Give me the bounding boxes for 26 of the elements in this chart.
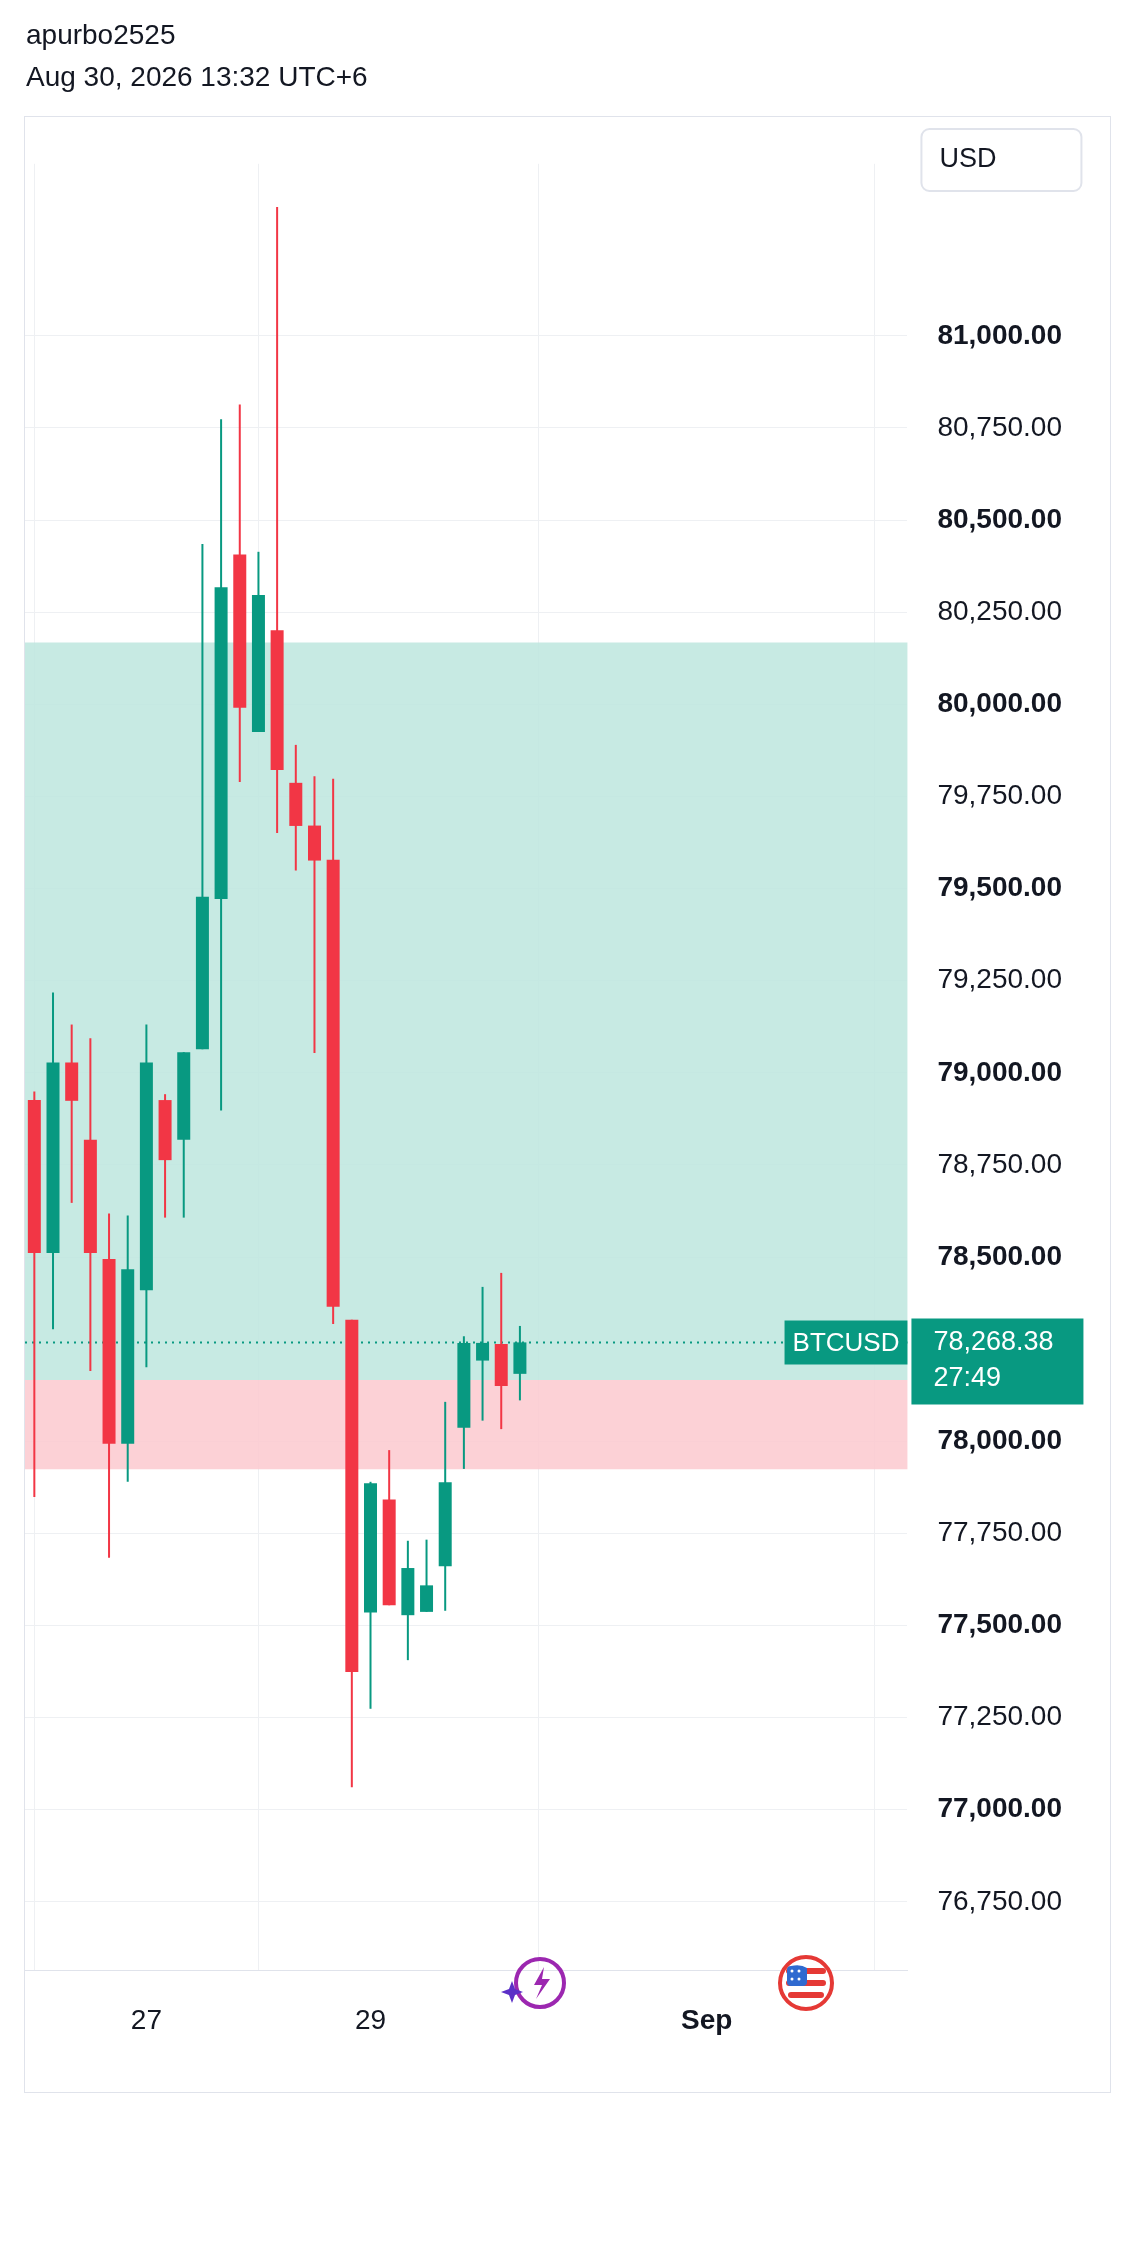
y-axis-title: USD: [939, 143, 997, 174]
x-tick-label: 27: [130, 2003, 162, 2035]
y-tick-label: 77,750.00: [937, 1516, 1063, 1548]
y-tick-label: 81,000.00: [937, 318, 1063, 350]
y-tick-label: 78,000.00: [937, 1424, 1063, 1455]
y-tick-label: 77,000.00: [937, 1792, 1063, 1824]
y-tick-label: 79,000.00: [937, 1055, 1063, 1087]
x-tick-label: 29: [354, 2003, 387, 2035]
y-tick-label: 77,250.00: [937, 1700, 1063, 1732]
y-tick-label: 80,250.00: [937, 594, 1063, 626]
text: 27:49: [933, 1361, 1002, 1392]
y-tick-label: 80,000.00: [937, 687, 1063, 719]
y-tick-label: 78,750.00: [937, 1147, 1063, 1179]
y-tick-label: 80,750.00: [937, 410, 1063, 442]
text: Aug 30, 2026 13:32 UTC+6: [26, 60, 369, 94]
y-tick-label: 80,500.00: [937, 502, 1063, 534]
y-tick-label: 79,250.00: [937, 963, 1063, 995]
y-tick-label: 79,750.00: [937, 779, 1063, 811]
x-tick-label: Sep: [680, 2003, 733, 2035]
ref-line-label: BTCUSD: [792, 1326, 900, 1357]
text: 78,268.38: [933, 1325, 1054, 1356]
y-tick-label: 78,500.00: [937, 1239, 1063, 1271]
y-tick-label: 79,500.00: [937, 871, 1063, 903]
y-tick-label: 76,750.00: [937, 1884, 1063, 1916]
y-tick-label: 77,500.00: [937, 1608, 1063, 1640]
text: apurbo2525: [26, 18, 177, 52]
